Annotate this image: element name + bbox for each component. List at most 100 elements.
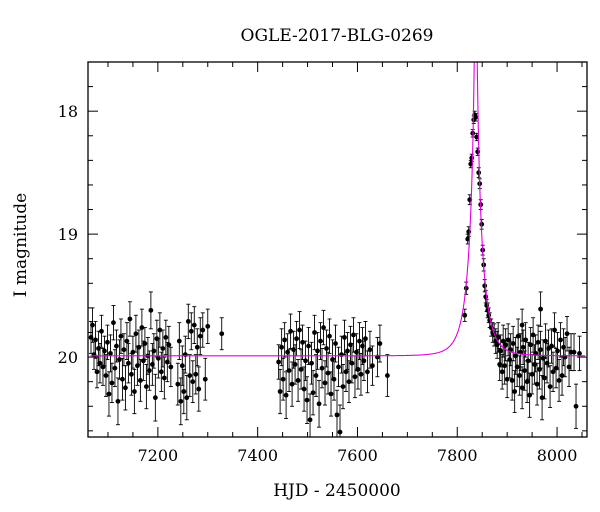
data-point bbox=[160, 346, 166, 351]
data-point bbox=[297, 327, 302, 333]
data-point bbox=[140, 358, 146, 364]
data-point bbox=[512, 389, 518, 394]
data-point bbox=[133, 331, 139, 337]
data-point bbox=[385, 373, 390, 378]
data-point bbox=[564, 331, 570, 337]
data-point bbox=[111, 320, 116, 326]
y-tick-label: 18 bbox=[58, 102, 78, 121]
data-point bbox=[161, 375, 167, 381]
data-point bbox=[99, 328, 104, 334]
data-point bbox=[352, 374, 358, 380]
data-point bbox=[519, 385, 525, 391]
data-point bbox=[322, 380, 328, 386]
error-bars-layer bbox=[88, 110, 582, 438]
data-point bbox=[187, 373, 193, 378]
data-point bbox=[469, 155, 475, 161]
data-point bbox=[118, 333, 124, 339]
data-point bbox=[126, 360, 131, 366]
data-point bbox=[304, 397, 310, 403]
data-point bbox=[90, 322, 95, 328]
data-point bbox=[93, 337, 98, 343]
data-point bbox=[319, 365, 325, 371]
data-point bbox=[105, 339, 110, 345]
data-point bbox=[321, 325, 326, 330]
data-point bbox=[286, 368, 292, 374]
data-point bbox=[103, 373, 109, 378]
data-point bbox=[363, 336, 368, 342]
data-point bbox=[497, 362, 503, 367]
data-point bbox=[530, 332, 536, 338]
data-point bbox=[566, 364, 572, 370]
data-point bbox=[282, 337, 288, 343]
data-point bbox=[524, 379, 530, 385]
data-point bbox=[345, 348, 350, 354]
data-point bbox=[331, 376, 337, 382]
data-point bbox=[534, 381, 540, 387]
x-tick-label: 7600 bbox=[337, 446, 378, 465]
data-point bbox=[149, 362, 155, 367]
data-point bbox=[175, 381, 181, 387]
data-point bbox=[190, 379, 196, 385]
data-point bbox=[194, 344, 200, 350]
data-point bbox=[100, 364, 106, 370]
data-point bbox=[328, 391, 334, 397]
data-point bbox=[112, 365, 118, 371]
data-point bbox=[102, 348, 107, 354]
data-point bbox=[553, 365, 559, 371]
x-tick-label: 7400 bbox=[237, 446, 278, 465]
data-point bbox=[136, 344, 142, 350]
data-point bbox=[306, 343, 311, 349]
data-point bbox=[519, 322, 525, 328]
data-point bbox=[185, 319, 191, 324]
data-point bbox=[343, 369, 349, 375]
data-point bbox=[88, 335, 94, 340]
data-point bbox=[157, 327, 163, 333]
data-point bbox=[544, 360, 550, 366]
data-point bbox=[164, 359, 170, 365]
data-point bbox=[540, 355, 546, 361]
data-point bbox=[358, 371, 364, 377]
data-point bbox=[289, 381, 295, 387]
data-point bbox=[191, 322, 197, 328]
data-point bbox=[276, 359, 282, 365]
data-point bbox=[318, 338, 323, 344]
data-point bbox=[337, 429, 343, 435]
data-point bbox=[148, 307, 154, 313]
data-point bbox=[200, 327, 206, 333]
data-point bbox=[360, 343, 365, 349]
data-point bbox=[300, 339, 305, 345]
x-tick-label: 8000 bbox=[537, 446, 578, 465]
data-point bbox=[505, 337, 511, 343]
data-point bbox=[155, 355, 161, 361]
data-point bbox=[357, 338, 362, 344]
data-point bbox=[494, 342, 500, 348]
data-point bbox=[96, 346, 101, 351]
data-point bbox=[476, 170, 482, 176]
data-point bbox=[168, 364, 174, 370]
data-point bbox=[288, 328, 293, 334]
data-point bbox=[310, 390, 316, 396]
data-point bbox=[522, 368, 528, 374]
data-point bbox=[361, 358, 367, 364]
model-curve bbox=[90, 61, 586, 357]
data-point bbox=[348, 342, 353, 348]
data-point bbox=[115, 398, 121, 404]
data-point bbox=[181, 389, 187, 394]
data-point bbox=[303, 358, 308, 364]
data-point bbox=[499, 369, 505, 375]
data-point bbox=[538, 347, 543, 353]
data-point bbox=[292, 362, 298, 367]
data-point bbox=[561, 344, 566, 350]
data-point bbox=[202, 376, 208, 382]
data-point bbox=[377, 341, 383, 346]
data-point bbox=[193, 371, 199, 377]
data-points-layer bbox=[88, 112, 582, 435]
data-point bbox=[370, 363, 375, 369]
data-point bbox=[279, 344, 285, 350]
data-point bbox=[120, 376, 125, 382]
data-point bbox=[166, 342, 172, 348]
data-point bbox=[525, 358, 531, 364]
data-point bbox=[502, 363, 508, 369]
data-point bbox=[532, 362, 538, 367]
